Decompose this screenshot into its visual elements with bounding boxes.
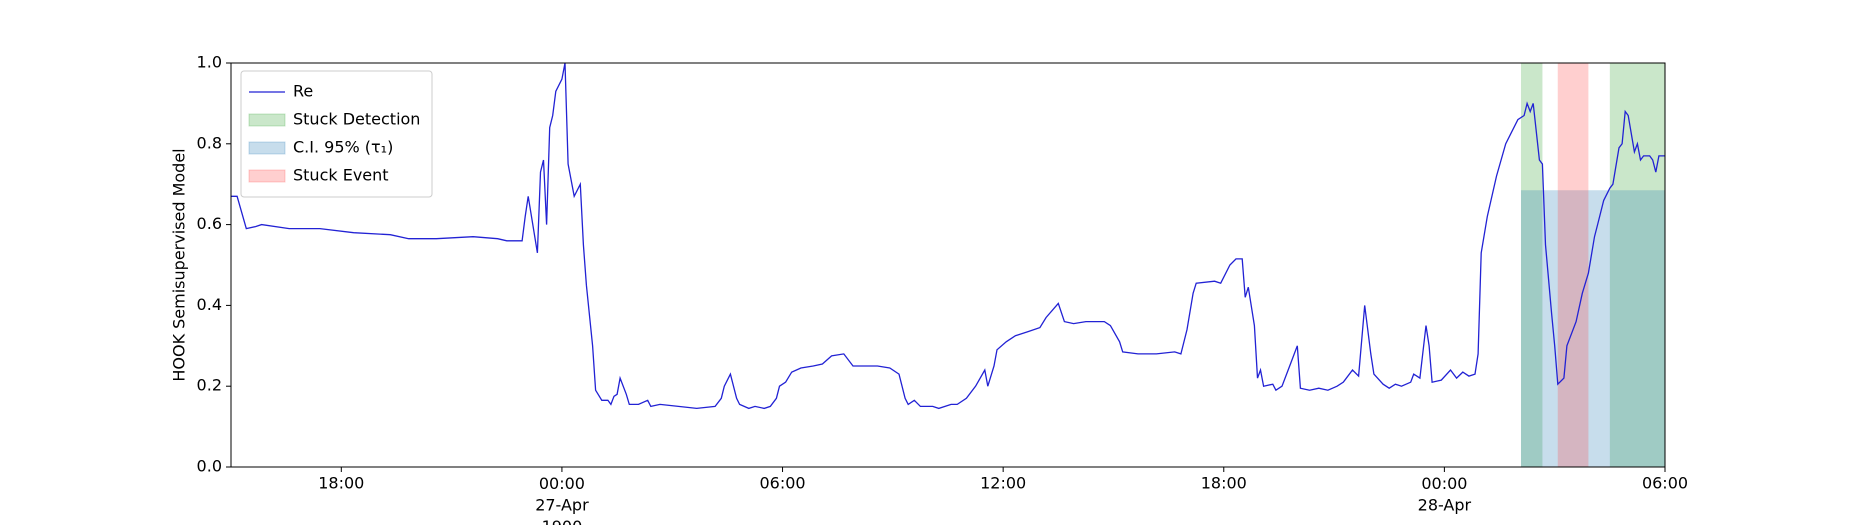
- legend-label: Stuck Detection: [293, 110, 420, 129]
- span: [1557, 63, 1589, 467]
- x-tick-label: 06:00: [1642, 474, 1688, 493]
- legend-box: [240, 70, 433, 198]
- legend-swatch: [248, 169, 286, 183]
- x-tick-label: 12:00: [980, 474, 1026, 493]
- legend-label: Re: [293, 82, 313, 101]
- plot-frame: [230, 62, 1666, 468]
- legend-label: C.I. 95% (τ₁): [293, 138, 393, 157]
- span: [1609, 63, 1665, 467]
- x-tick-label: 18:00: [1201, 474, 1247, 493]
- span: [1520, 63, 1543, 467]
- y-tick-label: 0.0: [197, 457, 222, 476]
- legend-swatch: [248, 141, 286, 155]
- x-tick-label: 18:00: [318, 474, 364, 493]
- legend-label: Stuck Event: [293, 166, 389, 185]
- legend-swatch: [248, 113, 286, 127]
- span: [1520, 190, 1665, 467]
- y-tick-label: 1.0: [197, 53, 222, 72]
- data-line: [231, 62, 1665, 410]
- y-axis-label: HOOK Semisupervised Model: [170, 148, 189, 381]
- y-tick-label: 0.8: [197, 133, 222, 152]
- y-tick-label: 0.4: [197, 295, 222, 314]
- x-tick-label: 00:00 28-Apr: [1418, 474, 1472, 515]
- x-tick-label: 06:00: [759, 474, 805, 493]
- y-tick-label: 0.2: [197, 376, 222, 395]
- y-tick-label: 0.6: [197, 214, 222, 233]
